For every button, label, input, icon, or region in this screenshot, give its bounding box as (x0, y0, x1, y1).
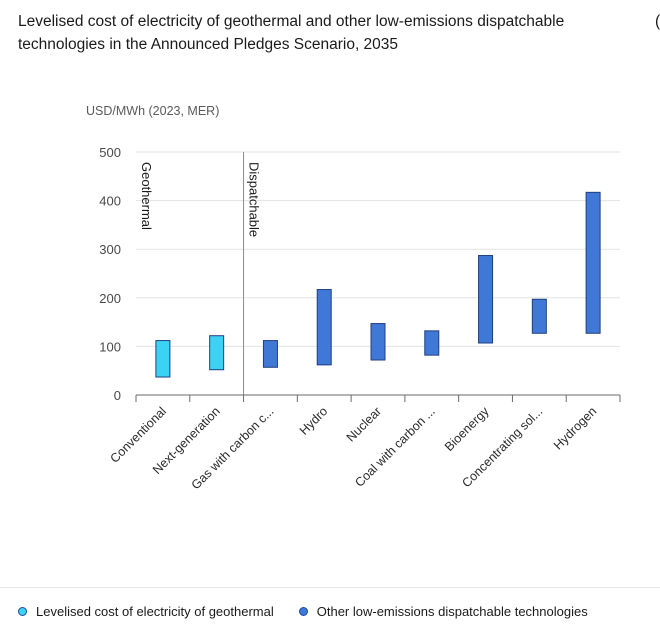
group-divider-label: Geothermal (139, 162, 154, 230)
range-bar (155, 340, 171, 378)
range-bar (209, 335, 225, 371)
range-bars (155, 191, 601, 378)
x-axis (135, 394, 621, 402)
y-tick-label: 0 (114, 388, 121, 403)
y-tick-labels: 0 100 200 300 400 500 (99, 145, 121, 403)
range-bar (478, 255, 494, 344)
range-bar (585, 191, 601, 334)
range-bar (370, 323, 386, 361)
group-divider-label: Dispatchable (247, 162, 262, 237)
range-bar (531, 298, 547, 334)
legend-separator (0, 587, 660, 588)
x-tick-label: Hydrogen (551, 404, 599, 452)
y-tick-label: 200 (99, 291, 121, 306)
y-axis-unit-label: USD/MWh (2023, MER) (86, 104, 220, 118)
legend-item-dispatchable[interactable]: Other low-emissions dispatchable technol… (298, 604, 588, 619)
legend-item-geothermal[interactable]: Levelised cost of electricity of geother… (18, 604, 274, 619)
x-tick-label: Hydro (297, 404, 331, 438)
y-tick-label: 500 (99, 145, 121, 160)
gridlines (136, 151, 620, 347)
legend-label-geothermal: Levelised cost of electricity of geother… (36, 604, 274, 619)
legend: Levelised cost of electricity of geother… (18, 604, 613, 619)
x-tick-label: Bioenergy (442, 404, 492, 454)
group-dividers: Geothermal Dispatchable (139, 152, 262, 395)
range-bar (316, 289, 332, 366)
y-tick-label: 400 (99, 194, 121, 209)
x-tick-label: Nuclear (344, 404, 384, 444)
chart-title: Levelised cost of electricity of geother… (18, 13, 565, 53)
y-tick-label: 100 (99, 339, 121, 354)
legend-label-dispatchable: Other low-emissions dispatchable technol… (316, 604, 588, 619)
range-bar (262, 340, 278, 368)
y-tick-label: 300 (99, 242, 121, 257)
legend-marker-dispatchable (298, 607, 308, 616)
legend-marker-geothermal (18, 607, 27, 616)
range-bar (424, 330, 440, 356)
cut-off-title-fragment: ( (655, 13, 660, 30)
